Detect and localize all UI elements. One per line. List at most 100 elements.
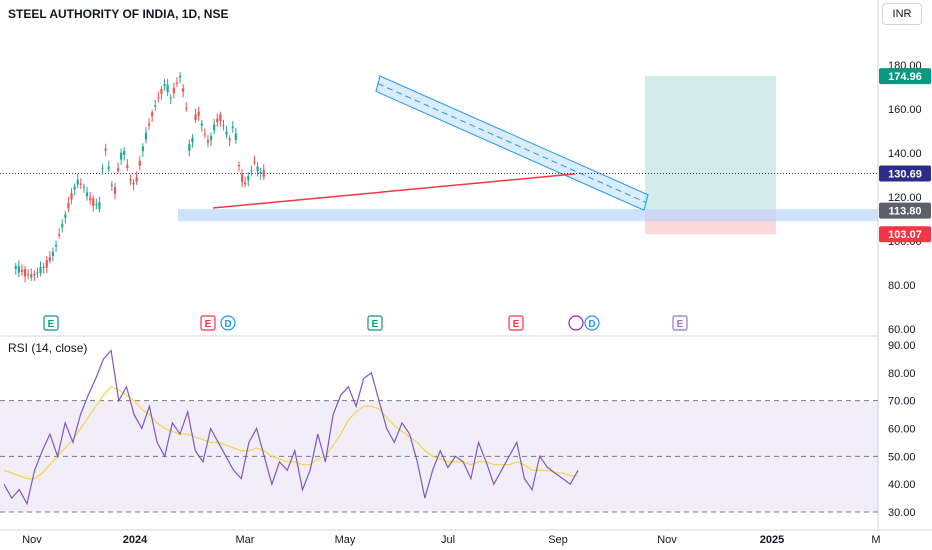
price-label-text: 130.69 (888, 168, 922, 180)
candle-body (129, 179, 132, 181)
candle-body (240, 174, 244, 182)
candle-body (70, 193, 73, 200)
candle-body (169, 97, 172, 99)
candle-body (154, 105, 157, 107)
candle-body (14, 265, 17, 269)
candle-body (253, 161, 256, 163)
rsi-axis-tick: 60.00 (888, 424, 916, 436)
candle-body (123, 151, 126, 156)
candle-body (48, 257, 51, 261)
time-axis-tick: 2024 (123, 534, 148, 546)
rsi-line (3, 349, 579, 506)
candle-body (73, 186, 76, 190)
candle-body (160, 88, 163, 94)
event-marker-letter: E (48, 319, 55, 330)
time-axis-tick: Nov (657, 534, 677, 546)
time-axis-tick: Jul (441, 534, 455, 546)
rsi-band-background (0, 400, 878, 512)
candle-body (247, 175, 250, 181)
candle-body (182, 88, 185, 92)
candle-body (107, 166, 110, 169)
candle-body (206, 140, 210, 143)
candle-body (58, 234, 61, 236)
rsi-indicator-label[interactable]: RSI (14, close) (8, 341, 88, 355)
candle-body (36, 272, 39, 274)
candle-body (113, 187, 117, 194)
candle-body (104, 148, 107, 151)
candle-body (120, 152, 123, 160)
price-label-text: 103.07 (888, 229, 922, 241)
candle-body (67, 202, 70, 209)
price-axis-tick: 120.00 (888, 192, 922, 204)
time-axis-tick: Mar (236, 534, 255, 546)
candle-body (147, 123, 151, 126)
candle-body (256, 166, 259, 171)
candle-body (200, 123, 203, 126)
candle-body (95, 204, 98, 206)
event-marker-letter: D (224, 319, 231, 330)
price-label-badge (879, 165, 931, 182)
rsi-axis-tick: 90.00 (888, 340, 916, 352)
candle-body (244, 182, 247, 185)
candle-body (17, 265, 20, 273)
rsi-axis-tick: 70.00 (888, 396, 916, 408)
price-axis-tick: 80.00 (888, 280, 916, 292)
time-axis-tick: May (335, 534, 356, 546)
ascending-trendline (212, 173, 576, 209)
event-marker-letter: E (205, 319, 212, 330)
candle-body (203, 134, 206, 136)
price-candles (14, 72, 265, 283)
event-marker-box (200, 315, 216, 331)
time-axis-tick: 2025 (760, 534, 784, 546)
candle-body (175, 82, 179, 84)
price-axis-tick: 160.00 (888, 104, 922, 116)
event-marker-box (43, 315, 59, 331)
candle-body (64, 214, 67, 218)
candle-body (30, 274, 33, 278)
candle-body (163, 83, 166, 86)
event-marker-circle (220, 315, 236, 331)
chart-title: STEEL AUTHORITY OF INDIA, 1D, NSE (8, 7, 229, 21)
candle-body (231, 126, 234, 128)
event-marker-circle (584, 315, 600, 331)
candle-body (197, 111, 200, 116)
rsi-axis-tick: 50.00 (888, 451, 916, 463)
candle-body (216, 118, 219, 123)
candle-body (135, 177, 138, 182)
candle-body (166, 84, 169, 93)
candle-body (144, 132, 148, 140)
rsi-axis-tick: 40.00 (888, 479, 916, 491)
event-marker-letter: E (513, 319, 520, 330)
candle-body (237, 164, 241, 166)
candle-body (250, 170, 253, 172)
currency-button[interactable]: INR (882, 3, 922, 25)
candle-body (33, 273, 36, 276)
candle-body (76, 179, 79, 185)
candle-body (157, 97, 160, 99)
price-label-text: 174.96 (888, 71, 922, 83)
candle-body (191, 138, 194, 143)
candle-body (42, 266, 45, 268)
candle-body (222, 125, 225, 127)
candle-body (45, 260, 48, 268)
candle-body (27, 274, 30, 276)
candle-body (79, 183, 82, 185)
candle-body (89, 197, 92, 201)
price-label-badge (879, 68, 931, 85)
candle-body (92, 198, 95, 206)
candle-body (172, 87, 175, 94)
candle-body (194, 114, 197, 120)
rsi-axis-tick: 30.00 (888, 507, 916, 519)
candle-body (20, 270, 24, 273)
candle-body (178, 76, 182, 78)
candle-body (116, 168, 120, 171)
candle-body (23, 269, 27, 277)
candle-body (138, 160, 141, 166)
price-label-badge (879, 202, 931, 219)
candle-body (219, 114, 222, 121)
candle-body (151, 112, 154, 117)
event-marker-letter: E (372, 319, 379, 330)
candle-body (262, 170, 265, 177)
candle-body (188, 143, 191, 151)
